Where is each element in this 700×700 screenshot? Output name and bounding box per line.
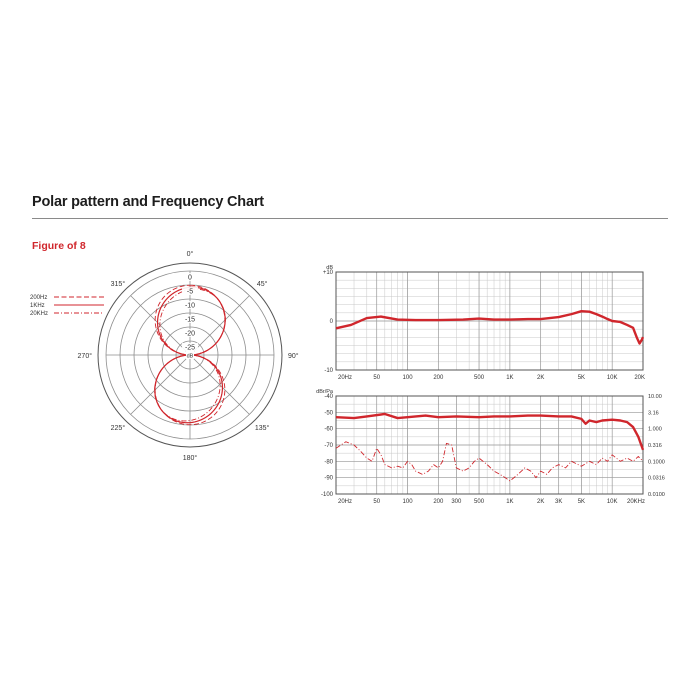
y-tick-label: -70: [324, 443, 333, 449]
x-tick-label: 100: [403, 499, 414, 505]
polar-angle-label: 0°: [187, 250, 194, 258]
figure-label: Figure of 8: [32, 240, 86, 252]
x-tick-label: 500: [474, 499, 485, 505]
x-tick-label: 50: [373, 375, 380, 381]
y2-tick-label: 0.0316: [648, 476, 665, 482]
series-line-series-0: [335, 310, 645, 345]
polar-ring-label-bg: [182, 301, 198, 309]
polar-ring-label: -25: [185, 345, 195, 352]
legend-label-1KHz: 1KHz: [30, 303, 45, 309]
polar-ring-label-bg: [182, 315, 198, 323]
polar-ring-label: -5: [187, 289, 193, 296]
sensitivity-distortion-chart: 20Hz 50 100 200 300 500 1K 2K 3K 5K 10K 20KHz -40 -50…: [316, 389, 665, 505]
polar-ring-label-bg: [182, 273, 198, 281]
polar-lobe-20KHz: [154, 288, 226, 422]
polar-spoke: [189, 295, 250, 356]
y-tick-label: -90: [324, 476, 333, 482]
y-tick-label: -50: [324, 410, 333, 416]
polar-angle-label: 225°: [111, 424, 126, 432]
polar-angle-label: 180°: [183, 454, 198, 462]
y-tick-label: -80: [324, 459, 333, 465]
page-title: Polar pattern and Frequency Chart: [32, 194, 264, 210]
y2-tick-label: 0.0100: [648, 492, 665, 498]
polar-chart: 0 -5 -10 -15 -20 -25 dB 0° 45° 90° 135° 180° 225° 270…: [30, 250, 299, 462]
polar-angle-label: 135°: [255, 424, 270, 432]
x-tick-label: 10K: [607, 375, 618, 381]
polar-angle-label: 315°: [111, 280, 126, 288]
y-tick-label: -100: [321, 492, 334, 498]
polar-angle-label: 90°: [288, 352, 299, 360]
x-tick-label: 10K: [607, 499, 618, 505]
polar-ring-label-bg: [182, 287, 198, 295]
polar-ring-label: -20: [185, 331, 195, 338]
x-tick-label: 1K: [506, 375, 513, 381]
y2-tick-label: 0.1000: [648, 459, 665, 465]
polar-center-label: dB: [187, 354, 194, 360]
polar-ring-label: 0: [188, 275, 192, 282]
plot-frame: [335, 395, 644, 495]
x-tick-label: 2K: [537, 375, 544, 381]
y2-tick-label: 1.000: [648, 427, 662, 433]
y-unit-label: dBr/Pa: [316, 389, 334, 395]
x-tick-label: 20Hz: [338, 375, 352, 381]
y2-tick-label: 0.316: [648, 443, 662, 449]
y-tick-label: -40: [324, 394, 333, 400]
polar-spoke: [130, 354, 191, 415]
title-divider: [32, 218, 668, 219]
y-tick-label: +10: [323, 270, 334, 276]
x-tick-label: 20Hz: [338, 499, 352, 505]
polar-ring-label-bg: [182, 329, 198, 337]
x-tick-label: 3K: [555, 499, 562, 505]
x-tick-label: 50: [373, 499, 380, 505]
y-unit-label: dB: [326, 265, 333, 271]
y2-tick-label: 10.00: [648, 394, 662, 400]
polar-center-label-bg: [186, 351, 194, 359]
polar-angle-label: 45°: [257, 280, 268, 288]
x-tick-label: 20K: [634, 375, 645, 381]
x-tick-label: 5K: [578, 499, 585, 505]
polar-lobe-200Hz: [154, 284, 226, 426]
x-tick-label: 500: [474, 375, 485, 381]
legend-label-20KHz: 20KHz: [30, 311, 48, 317]
y-tick-label: 0: [330, 319, 334, 325]
y-tick-label: -10: [324, 368, 333, 374]
polar-ring-label: -15: [185, 317, 195, 324]
polar-ring-label: -10: [185, 303, 195, 310]
x-tick-label: 200: [433, 375, 444, 381]
y-tick-label: -60: [324, 427, 333, 433]
legend-label-200Hz: 200Hz: [30, 295, 47, 301]
polar-spoke: [189, 354, 250, 415]
polar-outer-ring: [97, 262, 283, 448]
x-tick-label: 1K: [506, 499, 513, 505]
x-tick-label: 300: [451, 499, 462, 505]
x-tick-label: 20KHz: [627, 499, 645, 505]
x-tick-label: 100: [403, 375, 414, 381]
plot-frame: [335, 271, 644, 371]
series-line-distortion: [335, 441, 644, 482]
x-tick-label: 2K: [537, 499, 544, 505]
polar-angle-label: 270°: [78, 352, 93, 360]
x-tick-label: 5K: [578, 375, 585, 381]
y2-tick-label: 3.16: [648, 410, 659, 416]
x-tick-label: 200: [433, 499, 444, 505]
frequency-response-chart: 20Hz 50 100 200 500 1K 2K 5K 10K 20K +10 0 -10 dB: [323, 265, 645, 381]
series-line-response: [335, 412, 645, 451]
polar-ring-label-bg: [182, 343, 198, 351]
